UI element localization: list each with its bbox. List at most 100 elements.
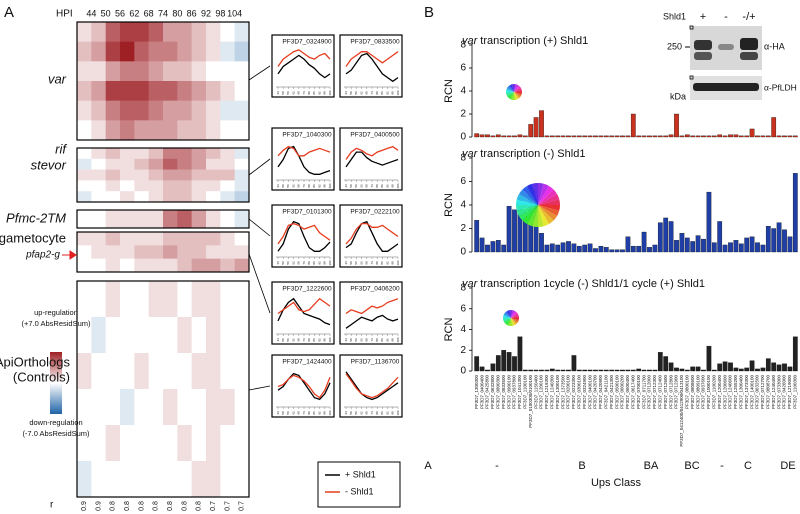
x-tick-label: 68: [297, 184, 301, 188]
heatmap-cell: [120, 425, 135, 462]
x-tick-label: 50: [349, 184, 353, 188]
x-tick-label: 92: [385, 261, 389, 265]
heatmap-cell: [134, 425, 149, 462]
heatmap-cell: [191, 61, 207, 82]
bar: [684, 237, 690, 253]
heatmap-cell: [177, 353, 192, 390]
x-tick-label: 68: [365, 184, 369, 188]
heatmap-cell: [191, 22, 207, 42]
heatmap-cell: [206, 258, 221, 273]
x-tick-label: PF3D7_0420700: [593, 375, 598, 410]
heatmap-cell: [206, 191, 221, 203]
bar: [728, 362, 733, 372]
pie-icon: [538, 205, 560, 216]
heatmap-cell: [148, 191, 164, 203]
bar: [517, 336, 523, 372]
heatmap-cell: [120, 158, 135, 170]
bar: [625, 135, 631, 138]
y-tick-label: 6: [460, 176, 466, 187]
heatmap-cell: [206, 210, 221, 229]
heatmap-cell: [163, 180, 178, 192]
bar: [603, 369, 609, 372]
bar: [679, 368, 685, 372]
pie-icon: [511, 318, 517, 325]
heatmap-cell: [134, 353, 149, 390]
bar: [733, 240, 739, 253]
pie-icon: [511, 312, 518, 318]
bar: [787, 135, 793, 138]
heatmap-cell: [134, 232, 149, 246]
heatmap-cell: [220, 158, 235, 170]
x-tick-label: PF3D7_1219000: [787, 375, 792, 410]
heatmap-cell: [77, 245, 92, 259]
heatmap-cell: [77, 210, 92, 229]
connector: [248, 385, 271, 391]
pie-icon: [511, 311, 517, 318]
x-tick-label: 44: [344, 184, 348, 188]
x-tick-label: 74: [370, 261, 374, 265]
heatmap-cell: [120, 232, 135, 246]
bar: [501, 350, 507, 372]
pie-icon: [518, 189, 538, 205]
y-tick-label: 2: [460, 109, 466, 120]
x-tick-label: 92: [317, 338, 321, 342]
bar: [490, 363, 496, 372]
pie-icon: [516, 199, 538, 205]
heatmap-cell: [105, 180, 121, 192]
pie-icon: [518, 205, 538, 221]
bar: [728, 242, 733, 253]
bar: [593, 135, 598, 138]
heatmap-cell: [134, 245, 149, 259]
scale-label: (+7.0 AbsResidSum): [22, 319, 91, 328]
r-value: 0.8: [167, 501, 174, 511]
pie-icon: [538, 205, 560, 211]
heatmap-cell: [120, 245, 135, 259]
bar: [679, 135, 685, 138]
heatmap-cell: [105, 100, 121, 121]
x-tick-label: 44: [276, 91, 280, 95]
x-tick-label: 104: [328, 183, 332, 188]
bar: [663, 217, 669, 253]
bar: [782, 135, 787, 138]
heatmap-cell: [191, 169, 207, 181]
bar: [522, 369, 528, 372]
x-tick-label: 104: [328, 260, 332, 265]
x-tick-label: 74: [302, 184, 306, 188]
heatmap-cell: [163, 210, 178, 229]
x-tick-label: 68: [144, 8, 154, 18]
bar: [787, 236, 793, 253]
heatmap-cell: [234, 389, 250, 426]
x-tick-label: 104: [328, 410, 332, 415]
bar: [695, 366, 701, 372]
heatmap-cell: [120, 353, 135, 390]
x-tick-label: PF3D7_0632800: [490, 375, 495, 410]
heatmap-cell: [148, 22, 164, 42]
pie-icon: [508, 318, 511, 326]
x-tick-label: 68: [365, 91, 369, 95]
heatmap-cell: [105, 158, 121, 170]
heatmap-cell: [191, 389, 207, 426]
y-tick-label: 8: [460, 40, 466, 51]
heatmap-cell: [105, 81, 121, 101]
ups-class: DE: [780, 460, 795, 472]
pie-icon: [511, 318, 514, 326]
heatmap-cell: [134, 148, 149, 160]
heatmap-cell: [77, 148, 92, 160]
pie-icon: [538, 183, 549, 205]
heatmap-cell: [148, 317, 164, 354]
heatmap-cell: [77, 61, 92, 82]
bar: [587, 135, 593, 138]
heatmap-cell: [91, 191, 106, 203]
heatmap-cell: [206, 281, 221, 318]
bar: [474, 220, 480, 253]
r-value: 0.7: [224, 501, 231, 511]
bar: [668, 134, 674, 138]
x-tick-label: 104: [396, 337, 400, 342]
bar: [706, 345, 712, 372]
bar: [744, 237, 750, 253]
heatmap-cell: [163, 191, 178, 203]
pie-icon: [507, 310, 511, 318]
bar: [533, 117, 539, 138]
heatmap-cell: [177, 425, 192, 462]
